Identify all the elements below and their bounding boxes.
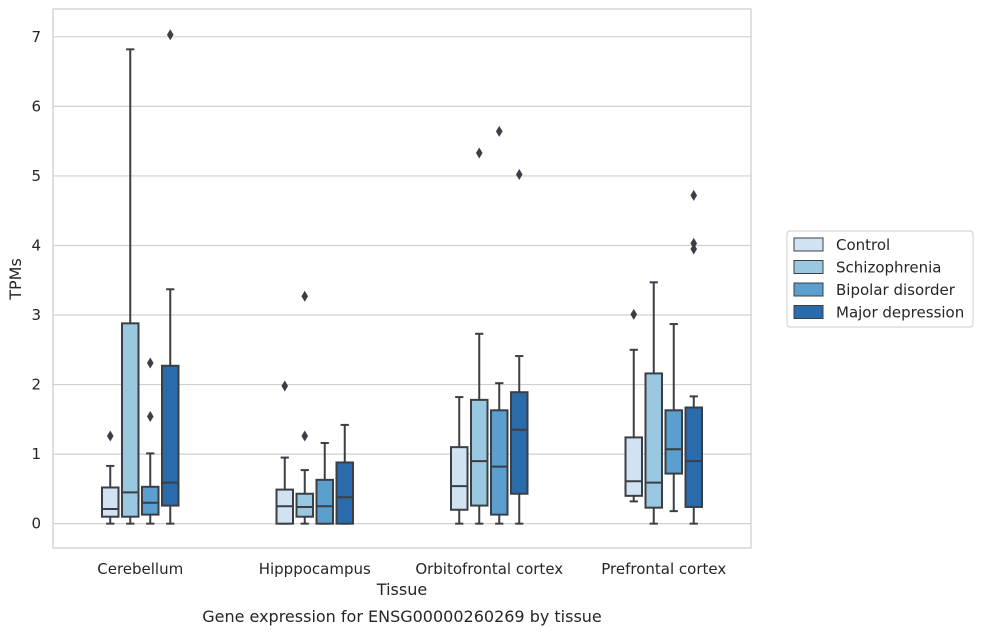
outlier-marker — [301, 290, 309, 302]
outlier-marker — [630, 308, 638, 320]
box-body — [490, 409, 509, 516]
legend-label: Major depression — [836, 304, 964, 322]
box-body — [510, 391, 529, 495]
y-tick-label: 1 — [31, 445, 41, 463]
y-tick-label: 3 — [31, 306, 41, 324]
outlier-marker — [690, 243, 698, 255]
box-body — [664, 409, 683, 475]
outlier-marker — [106, 430, 114, 442]
box-2-3 — [664, 323, 683, 513]
box-body — [450, 446, 469, 511]
box-body — [121, 322, 140, 518]
x-tick-label: Prefrontal cortex — [601, 560, 726, 578]
box-layer — [101, 29, 703, 525]
y-tick-labels: 0 1 2 3 4 5 6 7 — [31, 28, 41, 533]
x-tick-labels: Cerebellum Hipppocampus Orbitofrontal cort… — [97, 560, 726, 578]
legend-label: Control — [836, 236, 890, 254]
box-1-1 — [295, 290, 314, 525]
box-body — [161, 364, 180, 507]
box-body — [644, 372, 663, 509]
box-2-1 — [315, 441, 334, 525]
box-1-0 — [121, 48, 140, 525]
x-tick-label: Hipppocampus — [259, 560, 371, 578]
outlier-marker — [690, 189, 698, 201]
outlier-marker — [495, 125, 503, 137]
legend-swatch — [793, 237, 824, 252]
box-body — [335, 461, 354, 525]
legend-label: Bipolar disorder — [836, 281, 956, 299]
y-tick-label: 2 — [31, 376, 41, 394]
box-body — [315, 478, 334, 525]
outlier-marker — [146, 357, 154, 369]
box-0-2 — [450, 396, 469, 525]
y-tick-label: 7 — [31, 28, 41, 46]
legend-label: Schizophrenia — [836, 259, 941, 277]
x-tick-label: Orbitofrontal cortex — [415, 560, 563, 578]
chart-title: Gene expression for ENSG00000260269 by t… — [202, 607, 602, 626]
x-axis-label: Tissue — [376, 580, 427, 599]
outlier-marker — [475, 147, 483, 159]
box-1-2 — [470, 147, 489, 525]
y-tick-label: 6 — [31, 97, 41, 115]
box-0-3 — [624, 308, 643, 503]
legend-swatch — [793, 305, 824, 319]
legend-swatch — [793, 260, 824, 274]
box-0-0 — [101, 430, 120, 525]
y-tick-label: 4 — [31, 236, 41, 254]
x-tick-label: Cerebellum — [97, 560, 183, 578]
box-body — [141, 485, 160, 516]
legend-swatch — [793, 282, 824, 297]
outlier-marker — [166, 29, 174, 41]
outlier-marker — [146, 411, 154, 423]
box-3-0 — [161, 29, 180, 525]
box-body — [295, 492, 314, 518]
outlier-marker — [690, 237, 698, 249]
y-axis-label: TPMs — [6, 258, 25, 301]
box-3-3 — [684, 189, 703, 525]
box-3-1 — [335, 423, 354, 525]
box-body — [470, 398, 489, 507]
box-2-2 — [490, 125, 509, 525]
box-body — [624, 436, 643, 497]
legend-frame — [786, 230, 974, 328]
outlier-marker — [515, 169, 523, 181]
outlier-marker — [301, 430, 309, 442]
box-0-1 — [275, 380, 294, 525]
box-body — [101, 486, 120, 518]
box-2-0 — [141, 357, 160, 525]
outlier-marker — [281, 380, 289, 392]
y-tick-label: 5 — [31, 167, 41, 185]
box-body — [684, 406, 703, 508]
legend: Control Schizophrenia Bipolar disorder Majo… — [786, 230, 974, 328]
y-tick-label: 0 — [31, 515, 41, 533]
box-1-3 — [644, 281, 663, 525]
box-3-2 — [510, 169, 529, 525]
plot-frame — [52, 8, 752, 549]
